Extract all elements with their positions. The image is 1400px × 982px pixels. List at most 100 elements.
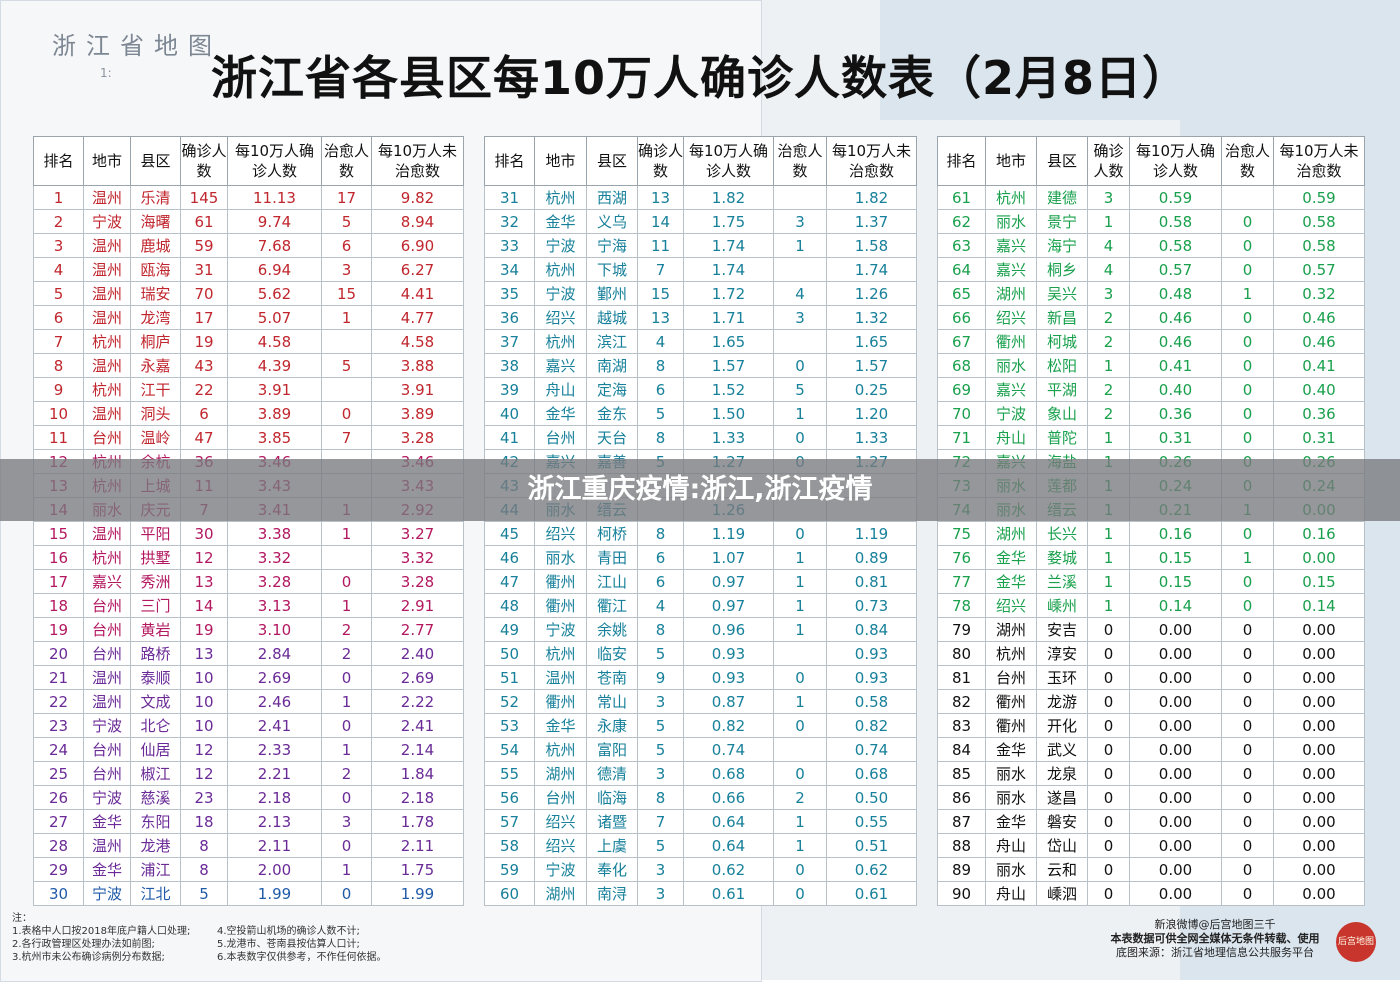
cell-rank: 53 (484, 713, 535, 738)
cell-rank: 55 (484, 761, 535, 786)
cell-cured: 0 (1221, 329, 1274, 354)
cell-confirmed: 17 (180, 305, 228, 330)
cell-confirmed: 15 (637, 281, 684, 306)
table-row: 65 湖州 吴兴 3 0.48 1 0.32 (937, 281, 1365, 306)
cell-confirmed-per-100k: 0.87 (683, 689, 774, 714)
cell-uncured-per-100k: 1.19 (826, 521, 917, 546)
cell-city: 嘉兴 (985, 233, 1037, 258)
cell-cured: 0 (1221, 641, 1274, 666)
cell-confirmed: 3 (1087, 281, 1130, 306)
cell-confirmed: 13 (180, 641, 228, 666)
cell-confirmed-per-100k: 1.74 (683, 257, 774, 282)
cell-county: 龙港 (130, 833, 181, 858)
cell-city: 金华 (83, 857, 131, 882)
cell-city: 台州 (83, 593, 131, 618)
cell-county: 磐安 (1036, 809, 1088, 834)
cell-uncured-per-100k: 0.58 (1273, 233, 1365, 258)
cell-cured: 1 (773, 809, 827, 834)
column-header-city: 地市 (534, 136, 587, 186)
column-header-confirmed: 确诊人数 (180, 136, 228, 186)
column-header-confirmed: 确诊人数 (637, 136, 684, 186)
cell-confirmed: 61 (180, 209, 228, 234)
cell-confirmed-per-100k: 0.41 (1129, 353, 1222, 378)
cell-city: 台州 (83, 425, 131, 450)
column-header-county: 县区 (1036, 136, 1088, 186)
cell-city: 台州 (534, 425, 587, 450)
cell-confirmed-per-100k: 2.11 (227, 833, 322, 858)
cell-uncured-per-100k: 2.41 (371, 713, 464, 738)
cell-county: 兰溪 (1036, 569, 1088, 594)
table-row: 18 台州 三门 14 3.13 1 2.91 (33, 593, 464, 618)
cell-cured: 1 (773, 593, 827, 618)
cell-rank: 3 (33, 233, 84, 258)
cell-rank: 63 (937, 233, 986, 258)
cell-rank: 28 (33, 833, 84, 858)
cell-confirmed: 1 (1087, 209, 1130, 234)
cell-confirmed-per-100k: 5.62 (227, 281, 322, 306)
cell-uncured-per-100k: 0.40 (1273, 377, 1365, 402)
cell-confirmed-per-100k: 4.58 (227, 329, 322, 354)
cell-rank: 33 (484, 233, 535, 258)
cell-city: 金华 (534, 713, 587, 738)
cell-cured: 3 (321, 257, 372, 282)
cell-uncured-per-100k: 0.51 (826, 833, 917, 858)
cell-confirmed: 8 (637, 617, 684, 642)
cell-confirmed: 0 (1087, 761, 1130, 786)
cell-confirmed-per-100k: 0.16 (1129, 521, 1222, 546)
cell-cured: 0 (773, 761, 827, 786)
table-row: 53 金华 永康 5 0.82 0 0.82 (484, 713, 917, 738)
cell-cured: 0 (1221, 713, 1274, 738)
cell-county: 平湖 (1036, 377, 1088, 402)
cell-uncured-per-100k: 0.73 (826, 593, 917, 618)
cell-confirmed-per-100k: 0.93 (683, 665, 774, 690)
cell-cured: 1 (1221, 281, 1274, 306)
column-header-cured: 治愈人数 (1221, 136, 1274, 186)
cell-cured: 1 (773, 617, 827, 642)
cell-confirmed: 5 (180, 881, 228, 906)
cell-county: 余姚 (586, 617, 638, 642)
cell-county: 鹿城 (130, 233, 181, 258)
cell-confirmed-per-100k: 0.00 (1129, 881, 1222, 906)
cell-county: 诸暨 (586, 809, 638, 834)
cell-uncured-per-100k: 4.77 (371, 305, 464, 330)
cell-cured: 1 (773, 833, 827, 858)
cell-rank: 89 (937, 857, 986, 882)
cell-county: 平阳 (130, 521, 181, 546)
ranking-table-31-60: 排名 地市 县区 确诊人数 每10万人确诊人数 治愈人数 每10万人未治愈数 31 杭州 西湖 13… (484, 136, 917, 906)
table-row: 75 湖州 长兴 1 0.16 0 0.16 (937, 521, 1365, 546)
cell-rank: 82 (937, 689, 986, 714)
column-header-uncured-per-100k: 每10万人未治愈数 (371, 136, 464, 186)
cell-rank: 84 (937, 737, 986, 762)
cell-cured: 0 (1221, 617, 1274, 642)
table-row: 49 宁波 余姚 8 0.96 1 0.84 (484, 617, 917, 642)
cell-cured: 2 (773, 785, 827, 810)
cell-confirmed-per-100k: 0.58 (1129, 233, 1222, 258)
cell-city: 宁波 (534, 857, 587, 882)
cell-rank: 61 (937, 185, 986, 210)
table-row: 84 金华 武义 0 0.00 0 0.00 (937, 737, 1365, 762)
cell-city: 湖州 (534, 761, 587, 786)
source-license: 本表数据可供全网全媒体无条件转载、使用 (1110, 932, 1320, 945)
table-row: 69 嘉兴 平湖 2 0.40 0 0.40 (937, 377, 1365, 402)
cell-uncured-per-100k: 0.00 (1273, 809, 1365, 834)
table-row: 23 宁波 北仑 10 2.41 0 2.41 (33, 713, 464, 738)
cell-cured: 0 (1221, 209, 1274, 234)
cell-cured: 3 (773, 305, 827, 330)
cell-city: 舟山 (985, 881, 1037, 906)
cell-cured: 3 (321, 809, 372, 834)
seal-logo-icon: 后宫地图 (1336, 922, 1376, 962)
cell-confirmed: 5 (637, 713, 684, 738)
cell-rank: 25 (33, 761, 84, 786)
cell-confirmed-per-100k: 0.00 (1129, 689, 1222, 714)
cell-rank: 20 (33, 641, 84, 666)
cell-city: 绍兴 (985, 305, 1037, 330)
cell-confirmed: 1 (1087, 569, 1130, 594)
cell-city: 杭州 (83, 545, 131, 570)
cell-rank: 60 (484, 881, 535, 906)
cell-confirmed-per-100k: 0.00 (1129, 833, 1222, 858)
cell-confirmed: 0 (1087, 665, 1130, 690)
cell-county: 景宁 (1036, 209, 1088, 234)
table-row: 8 温州 永嘉 43 4.39 5 3.88 (33, 353, 464, 378)
cell-cured: 0 (773, 713, 827, 738)
cell-county: 江山 (586, 569, 638, 594)
